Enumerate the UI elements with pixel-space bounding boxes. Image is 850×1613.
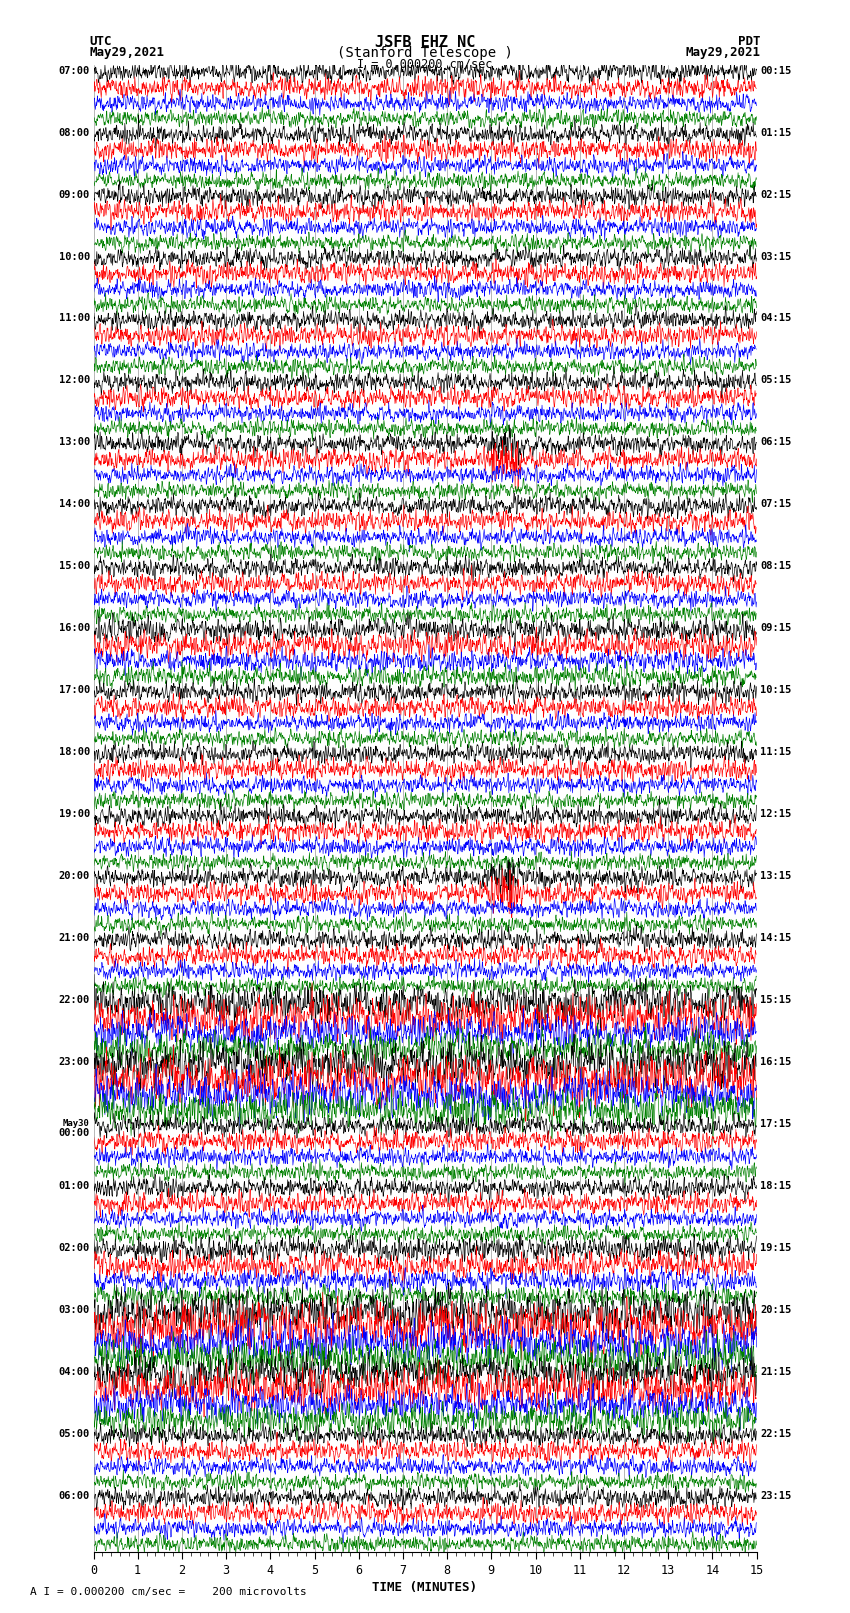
Text: 10:15: 10:15 [760,686,791,695]
Text: 23:00: 23:00 [59,1057,90,1068]
Text: 07:00: 07:00 [59,66,90,76]
Text: 12:15: 12:15 [760,810,791,819]
Text: 13:15: 13:15 [760,871,791,881]
Text: 16:15: 16:15 [760,1057,791,1068]
Text: 01:00: 01:00 [59,1181,90,1190]
Text: 04:15: 04:15 [760,313,791,324]
Text: UTC: UTC [89,35,111,48]
Text: 18:15: 18:15 [760,1181,791,1190]
Text: 03:15: 03:15 [760,252,791,261]
Text: May29,2021: May29,2021 [89,45,164,60]
Text: 08:15: 08:15 [760,561,791,571]
Text: 01:15: 01:15 [760,127,791,137]
Text: 08:00: 08:00 [59,127,90,137]
Text: 02:15: 02:15 [760,190,791,200]
Text: 20:15: 20:15 [760,1305,791,1315]
Text: 16:00: 16:00 [59,623,90,634]
Text: 11:00: 11:00 [59,313,90,324]
Text: 06:00: 06:00 [59,1490,90,1500]
Text: 10:00: 10:00 [59,252,90,261]
Text: 21:15: 21:15 [760,1366,791,1378]
Text: 03:00: 03:00 [59,1305,90,1315]
Text: 04:00: 04:00 [59,1366,90,1378]
Text: 09:00: 09:00 [59,190,90,200]
Text: 05:15: 05:15 [760,376,791,386]
Text: 15:15: 15:15 [760,995,791,1005]
Text: I = 0.000200 cm/sec: I = 0.000200 cm/sec [357,58,493,71]
X-axis label: TIME (MINUTES): TIME (MINUTES) [372,1581,478,1594]
Text: 13:00: 13:00 [59,437,90,447]
Text: 14:15: 14:15 [760,934,791,944]
Text: 18:00: 18:00 [59,747,90,756]
Text: 21:00: 21:00 [59,934,90,944]
Text: May29,2021: May29,2021 [686,45,761,60]
Text: 11:15: 11:15 [760,747,791,756]
Text: 17:15: 17:15 [760,1119,791,1129]
Text: May30: May30 [63,1119,90,1127]
Text: 19:15: 19:15 [760,1244,791,1253]
Text: 20:00: 20:00 [59,871,90,881]
Text: 17:00: 17:00 [59,686,90,695]
Text: 00:00: 00:00 [59,1129,90,1139]
Text: 14:00: 14:00 [59,500,90,510]
Text: 00:15: 00:15 [760,66,791,76]
Text: PDT: PDT [739,35,761,48]
Text: 19:00: 19:00 [59,810,90,819]
Text: 22:15: 22:15 [760,1429,791,1439]
Text: 02:00: 02:00 [59,1244,90,1253]
Text: 05:00: 05:00 [59,1429,90,1439]
Text: JSFB EHZ NC: JSFB EHZ NC [375,35,475,50]
Text: 07:15: 07:15 [760,500,791,510]
Text: (Stanford Telescope ): (Stanford Telescope ) [337,45,513,60]
Text: 15:00: 15:00 [59,561,90,571]
Text: 06:15: 06:15 [760,437,791,447]
Text: 22:00: 22:00 [59,995,90,1005]
Text: 09:15: 09:15 [760,623,791,634]
Text: 12:00: 12:00 [59,376,90,386]
Text: 23:15: 23:15 [760,1490,791,1500]
Text: A I = 0.000200 cm/sec =    200 microvolts: A I = 0.000200 cm/sec = 200 microvolts [30,1587,307,1597]
